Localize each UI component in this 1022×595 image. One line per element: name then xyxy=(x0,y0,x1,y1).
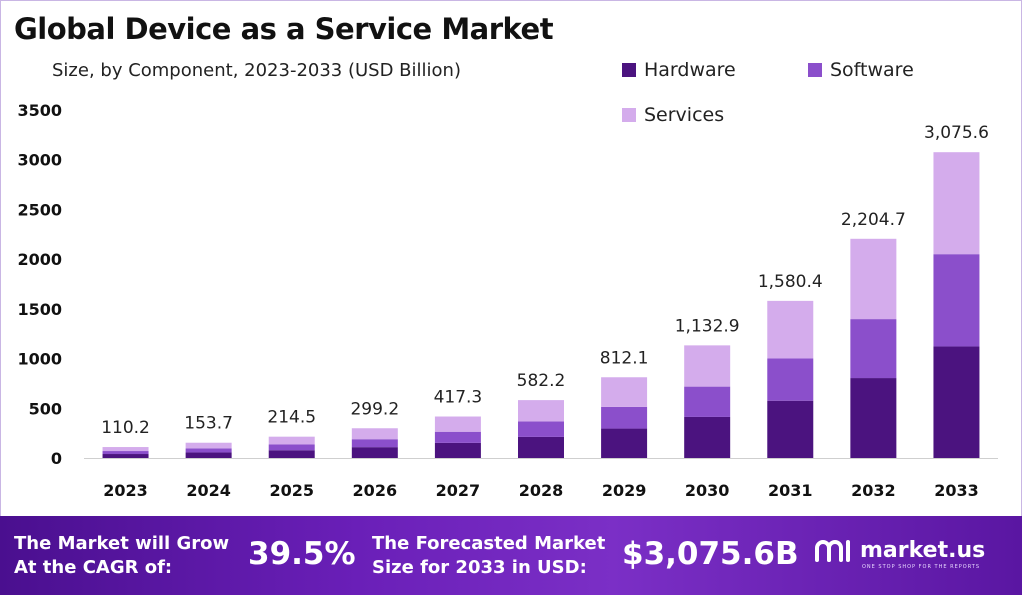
data-label-total: 812.1 xyxy=(600,348,649,368)
bar-segment-software xyxy=(185,448,232,453)
bar-segment-services xyxy=(185,442,232,449)
data-label-total: 2,204.7 xyxy=(841,210,906,230)
data-label-total: 1,132.9 xyxy=(675,316,740,336)
bar-segment-hardware xyxy=(185,452,232,458)
x-tick-label: 2026 xyxy=(353,481,398,500)
x-tick-label: 2024 xyxy=(186,481,231,500)
bar-segment-hardware xyxy=(767,400,814,458)
y-tick-label: 3000 xyxy=(17,151,62,170)
forecast-label: The Forecasted Market Size for 2033 in U… xyxy=(372,532,605,580)
x-tick-label: 2023 xyxy=(103,481,148,500)
x-tick-label: 2025 xyxy=(269,481,314,500)
data-label-total: 214.5 xyxy=(267,408,316,428)
legend-label-hardware: Hardware xyxy=(644,59,736,81)
bar-segment-hardware xyxy=(268,450,315,458)
legend-item-services: Services xyxy=(622,104,724,126)
chart-subtitle: Size, by Component, 2023-2033 (USD Billi… xyxy=(52,60,461,81)
bar-segment-services xyxy=(518,400,564,422)
bar-segment-hardware xyxy=(434,442,481,458)
x-tick-label: 2033 xyxy=(934,481,979,500)
x-tick-label: 2029 xyxy=(602,481,647,500)
y-tick-label: 2500 xyxy=(17,200,62,219)
x-tick-label: 2030 xyxy=(685,481,730,500)
cagr-label: The Market will Grow At the CAGR of: xyxy=(14,532,229,580)
bar-segment-hardware xyxy=(518,436,564,458)
brand-tagline: ONE STOP SHOP FOR THE REPORTS xyxy=(862,564,981,570)
bar-segment-software xyxy=(933,254,980,347)
chart-title: Global Device as a Service Market xyxy=(14,12,554,46)
bar-segment-hardware xyxy=(850,378,897,458)
legend-label-services: Services xyxy=(644,104,725,126)
forecast-value: $3,075.6B xyxy=(622,536,799,572)
y-tick-label: 500 xyxy=(29,399,62,418)
legend-item-hardware: Hardware xyxy=(622,59,736,81)
market-us-logo-icon xyxy=(815,540,850,562)
legend-swatch-hardware xyxy=(622,63,636,77)
bar-segment-services xyxy=(933,152,980,255)
bar-segment-hardware xyxy=(601,428,648,458)
bar-segment-services xyxy=(351,428,398,440)
legend-label-software: Software xyxy=(830,59,914,81)
bar-segment-software xyxy=(601,406,648,429)
footer-banner: The Market will Grow At the CAGR of: 39.… xyxy=(0,516,1022,595)
bar-segment-hardware xyxy=(102,454,149,458)
legend-swatch-software xyxy=(808,63,822,77)
bar-segment-software xyxy=(102,451,149,455)
y-tick-label: 1500 xyxy=(17,300,62,319)
data-label-total: 582.2 xyxy=(517,371,566,391)
bar-segment-services xyxy=(767,300,814,359)
bar-segment-services xyxy=(102,447,149,452)
legend-swatch-services xyxy=(622,108,636,122)
x-tick-label: 2027 xyxy=(436,481,481,500)
bar-segment-services xyxy=(684,345,731,387)
y-tick-label: 1000 xyxy=(17,350,62,369)
y-tick-label: 0 xyxy=(51,449,62,468)
x-tick-label: 2028 xyxy=(519,481,564,500)
legend-item-software: Software xyxy=(808,59,914,81)
data-label-total: 3,075.6 xyxy=(924,123,989,143)
bar-segment-software xyxy=(351,439,398,448)
bar-segment-hardware xyxy=(684,416,731,458)
cagr-label-line2: At the CAGR of: xyxy=(14,557,173,578)
bar-segment-software xyxy=(268,444,315,451)
bar-segment-software xyxy=(850,319,897,379)
bar-segment-software xyxy=(684,386,731,417)
bar-segment-hardware xyxy=(351,447,398,458)
forecast-label-line2: Size for 2033 in USD: xyxy=(372,557,587,578)
cagr-value: 39.5% xyxy=(248,536,356,572)
bar-segment-software xyxy=(434,431,481,443)
forecast-label-line1: The Forecasted Market xyxy=(372,533,606,554)
bar-segment-services xyxy=(268,436,315,445)
data-label-total: 417.3 xyxy=(434,388,483,408)
bar-segment-services xyxy=(601,377,648,407)
data-label-total: 153.7 xyxy=(184,414,233,434)
brand-logo: market.us xyxy=(814,536,985,564)
brand-name: market.us xyxy=(860,537,986,563)
y-tick-label: 3500 xyxy=(17,101,62,120)
y-tick-label: 2000 xyxy=(17,250,62,269)
cagr-label-line1: The Market will Grow xyxy=(14,533,230,554)
bar-chart: 0 500 1000 1500 2000 2500 3000 3500 110.2 2023 153… xyxy=(17,101,998,500)
data-label-total: 299.2 xyxy=(350,399,399,419)
x-tick-label: 2032 xyxy=(851,481,896,500)
data-label-total: 110.2 xyxy=(101,418,150,438)
bar-segment-software xyxy=(518,421,564,437)
data-label-total: 1,580.4 xyxy=(758,272,823,292)
bar-segment-services xyxy=(850,238,897,320)
bar-segment-hardware xyxy=(933,346,980,458)
bar-segment-services xyxy=(434,416,481,432)
x-tick-label: 2031 xyxy=(768,481,813,500)
bar-segment-software xyxy=(767,358,814,401)
